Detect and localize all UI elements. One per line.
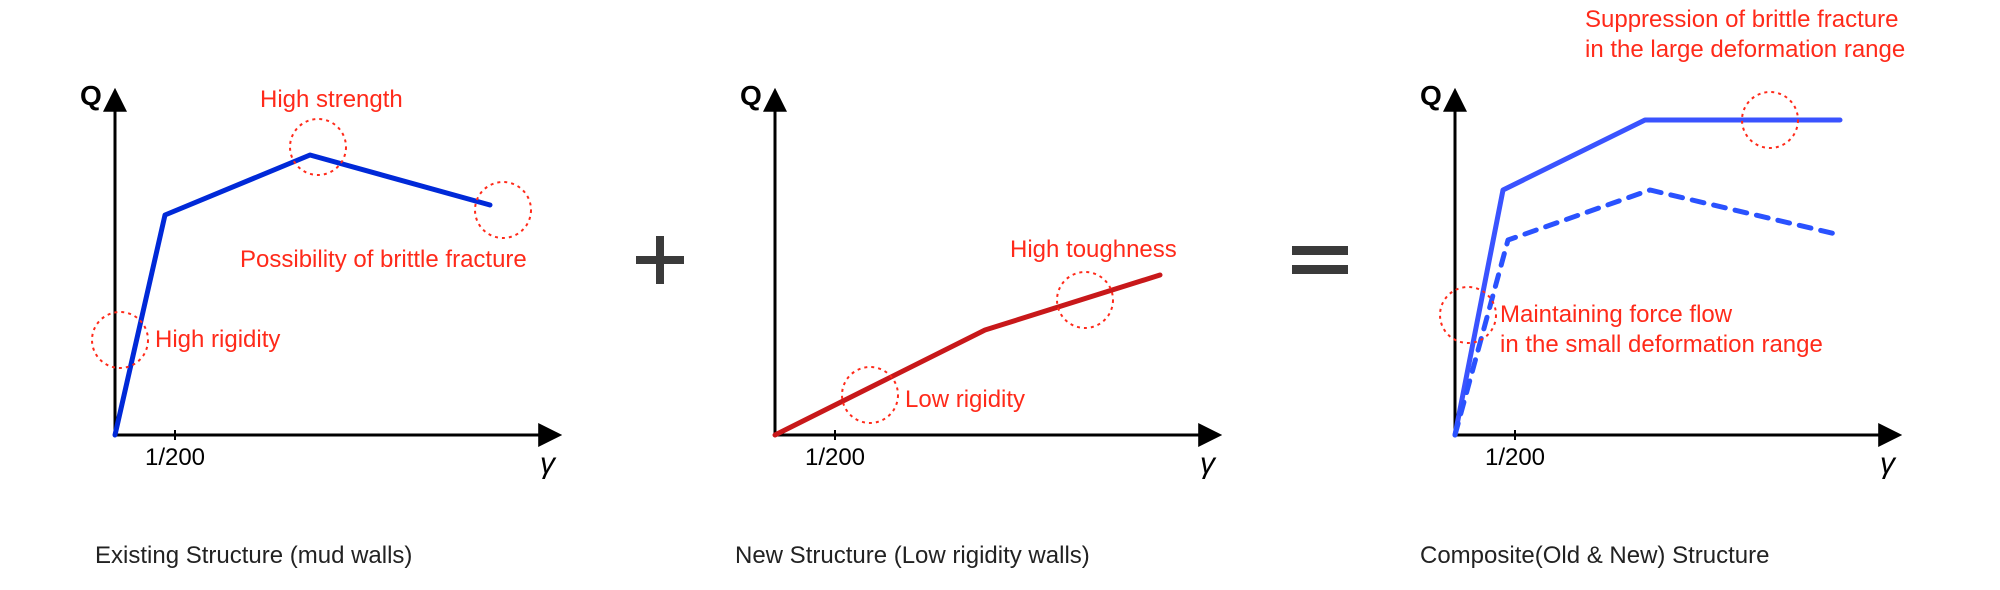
annotation-a2: High strength <box>260 85 403 115</box>
annotation-a1: High rigidity <box>155 325 280 355</box>
y-axis-label: Q <box>80 80 102 111</box>
operator-equals <box>1280 35 1360 485</box>
operator-plus <box>620 35 700 485</box>
panel-composite-structure: Qγ1/200Suppression of brittle fracture i… <box>1400 35 1940 485</box>
annotation-c1: Suppression of brittle fracture in the l… <box>1585 5 1905 65</box>
equals-icon <box>1292 240 1348 280</box>
x-tick-label: 1/200 <box>1485 444 1545 471</box>
y-axis-label: Q <box>1420 80 1442 111</box>
annotation-circle-1 <box>290 119 346 175</box>
series-line-0 <box>115 155 490 435</box>
caption-new: New Structure (Low rigidity walls) <box>735 542 1090 570</box>
panel-new-structure: Qγ 1/200 Low rigidity High toughness <box>720 35 1260 485</box>
x-tick-label: 1/200 <box>145 444 205 471</box>
x-axis-label: γ <box>1200 447 1217 480</box>
plus-icon <box>634 234 686 286</box>
panel-existing-structure: Qγ 1/200 High rigidity High strength Possibi… <box>60 35 600 485</box>
annotation-b2: High toughness <box>1010 235 1177 265</box>
caption-composite: Composite(Old & New) Structure <box>1420 542 1769 570</box>
caption-existing: Existing Structure (mud walls) <box>95 542 412 570</box>
diagram-stage: Qγ 1/200 High rigidity High strength Possibi… <box>0 0 2000 590</box>
p3-svg: Qγ 1/200 <box>1400 35 1940 485</box>
p2-svg: Qγ 1/200 <box>720 35 1260 485</box>
annotation-a3: Possibility of brittle fracture <box>240 245 527 275</box>
annotation-circle-2 <box>475 182 531 238</box>
x-tick-label: 1/200 <box>805 444 865 471</box>
x-axis-label: γ <box>1880 447 1897 480</box>
x-axis-label: γ <box>540 447 557 480</box>
series-line-0 <box>1455 120 1840 435</box>
annotation-b1: Low rigidity <box>905 385 1025 415</box>
annotation-c2: Maintaining force flow in the small defo… <box>1500 300 1823 360</box>
y-axis-label: Q <box>740 80 762 111</box>
